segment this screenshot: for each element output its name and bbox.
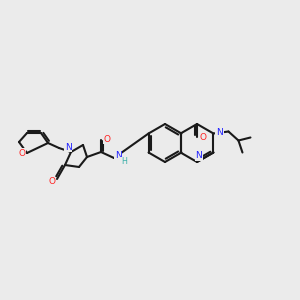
Text: O: O [19,148,26,158]
Text: O: O [103,134,110,143]
Text: N: N [216,128,223,137]
Text: H: H [121,158,127,166]
Text: O: O [200,134,206,142]
Text: N: N [115,152,122,160]
Text: N: N [64,142,71,152]
Text: O: O [49,178,56,187]
Text: N: N [196,152,202,160]
